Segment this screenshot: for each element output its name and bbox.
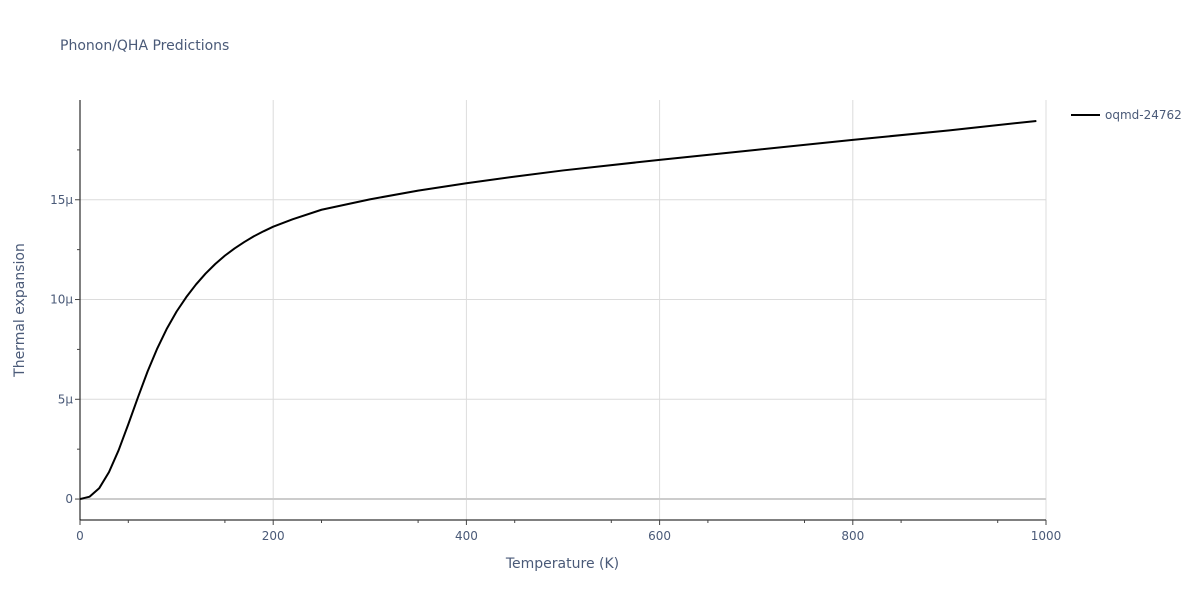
grid [80, 100, 1047, 520]
y-tick-label: 10μ [50, 293, 73, 307]
chart-title: Phonon/QHA Predictions [60, 38, 229, 54]
x-tick-label: 200 [262, 529, 285, 543]
x-axis-title: Temperature (K) [505, 556, 619, 572]
x-tick-label: 400 [455, 529, 478, 543]
legend-label[interactable]: oqmd-24762 [1105, 108, 1182, 122]
plot-area [79, 119, 1037, 501]
y-tick-label: 0 [65, 492, 73, 506]
x-tick-label: 600 [648, 529, 671, 543]
y-axis-title: Thermal expansion [12, 243, 28, 378]
series-line-oqmd-24762 [79, 119, 1037, 501]
x-tick-label: 1000 [1031, 529, 1062, 543]
x-tick-label: 0 [76, 529, 84, 543]
x-tick-label: 800 [841, 529, 864, 543]
legend[interactable]: oqmd-24762 [1071, 108, 1182, 122]
y-tick-label: 5μ [58, 392, 74, 406]
y-tick-label: 15μ [50, 193, 73, 207]
axes: 0 200 400 600 800 1000 0 5μ 10μ 15μ [50, 100, 1061, 543]
